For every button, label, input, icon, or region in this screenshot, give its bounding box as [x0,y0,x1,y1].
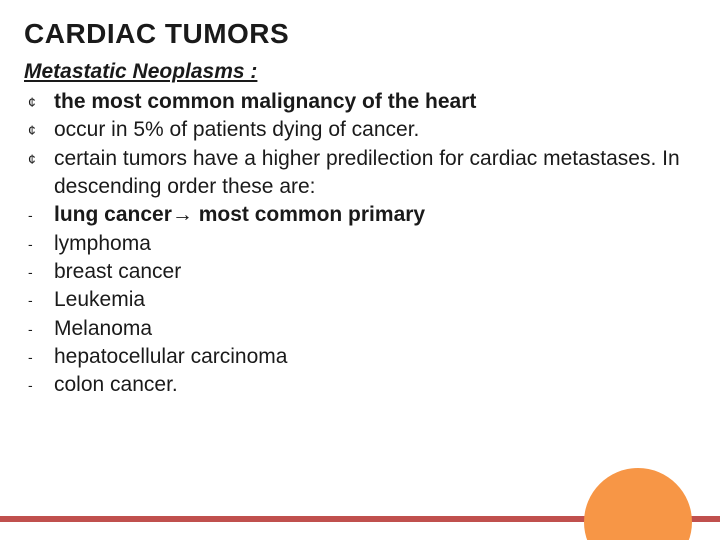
bullet-text: occur in 5% of patients dying of cancer. [54,116,696,144]
dash-post: most common primary [193,203,425,226]
dash-item: - hepatocellular carcinoma [26,343,696,371]
dash-bullet-icon: - [26,315,54,343]
dash-bullet-icon: - [26,343,54,371]
accent-circle [584,468,692,540]
arrow-icon: → [172,203,193,226]
dash-item: - lung cancer→ most common primary [26,201,696,229]
ring-bullet-icon: ¢ [26,145,54,173]
dash-text: breast cancer [54,258,696,286]
dash-text: lymphoma [54,230,696,258]
dash-item: - lymphoma [26,230,696,258]
content-list: ¢ the most common malignancy of the hear… [24,88,696,400]
bullet-text: certain tumors have a higher predilectio… [54,145,696,202]
dash-text: Melanoma [54,315,696,343]
slide-title: CARDIAC TUMORS [24,18,696,50]
dash-text: colon cancer. [54,371,696,399]
dash-bullet-icon: - [26,230,54,258]
dash-bullet-icon: - [26,258,54,286]
dash-item: - Melanoma [26,315,696,343]
dash-text: lung cancer→ most common primary [54,201,696,229]
slide: CARDIAC TUMORS Metastatic Neoplasms : ¢ … [0,0,720,540]
bullet-item: ¢ occur in 5% of patients dying of cance… [26,116,696,144]
bullet-text: the most common malignancy of the heart [54,88,696,116]
dash-bullet-icon: - [26,201,54,229]
dash-text: Leukemia [54,286,696,314]
ring-bullet-icon: ¢ [26,88,54,116]
slide-subtitle: Metastatic Neoplasms : [24,60,696,84]
dash-item: - breast cancer [26,258,696,286]
bullet-item: ¢ the most common malignancy of the hear… [26,88,696,116]
ring-bullet-icon: ¢ [26,116,54,144]
dash-bullet-icon: - [26,371,54,399]
dash-item: - colon cancer. [26,371,696,399]
bullet-item: ¢ certain tumors have a higher predilect… [26,145,696,202]
dash-pre: lung cancer [54,203,172,226]
dash-text: hepatocellular carcinoma [54,343,696,371]
dash-item: - Leukemia [26,286,696,314]
dash-bullet-icon: - [26,286,54,314]
